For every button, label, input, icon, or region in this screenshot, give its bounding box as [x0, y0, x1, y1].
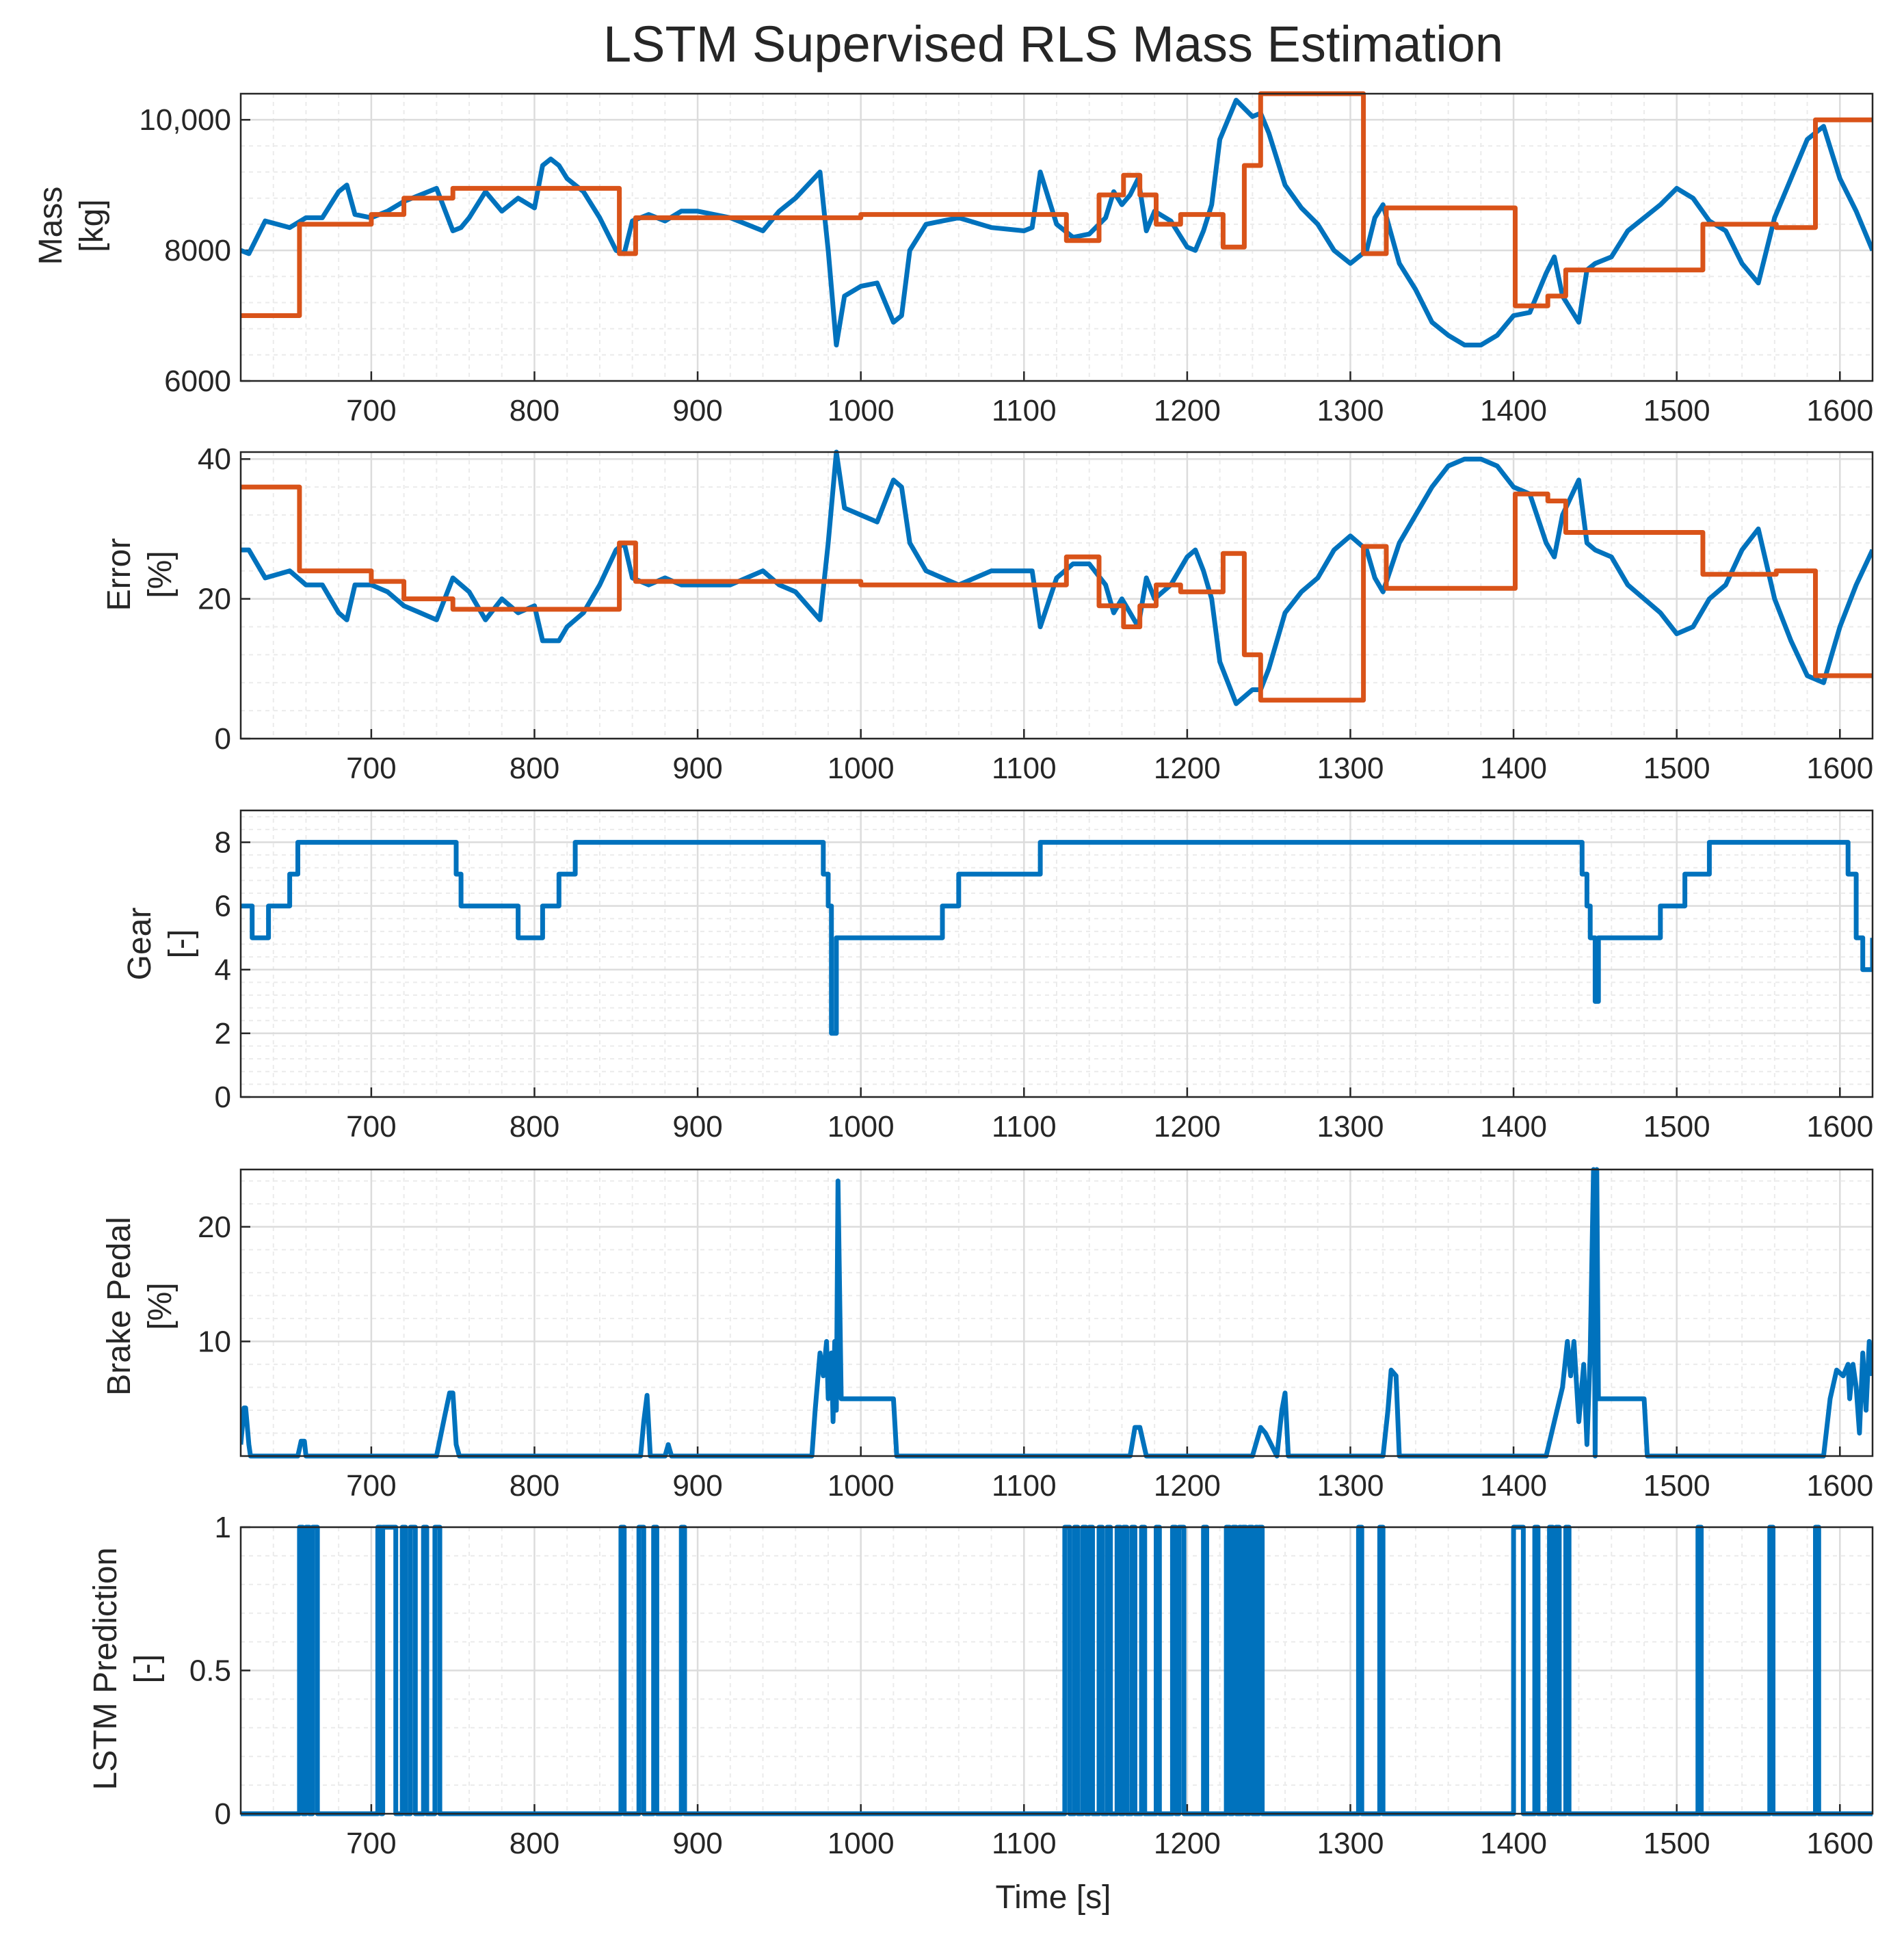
gear-x-tick-label: 1300 [1317, 1110, 1384, 1144]
mass-x-tick-label: 700 [346, 394, 396, 427]
subplot-brake: 700 800 900 1000 1100 1200 1300 1400 1500 1600 10 2… [101, 1167, 1874, 1503]
lstm-x-tick-label: 1300 [1317, 1827, 1384, 1860]
mass-x-tick-label: 1500 [1643, 394, 1710, 427]
brake-x-tick-label: 900 [672, 1469, 722, 1503]
brake-x-tick-label: 1400 [1480, 1469, 1547, 1503]
error-y-tick-label: 40 [198, 442, 231, 476]
subplot-mass: 700 800 900 1000 1100 1200 1300 1400 1500 1600 600… [33, 91, 1874, 427]
error-y-tick-label: 0 [215, 722, 231, 756]
mass-y-tick-label: 10,000 [139, 103, 231, 137]
mass-y-tick-label: 8000 [164, 234, 231, 267]
error-ylabel-line2: [%] [142, 551, 178, 598]
lstm-y-tick-label: 1 [215, 1511, 231, 1544]
gear-plot-layer: 700 800 900 1000 1100 1200 1300 1400 1500 1600 0 2 4… [215, 809, 1874, 1144]
gear-x-tick-label: 1400 [1480, 1110, 1547, 1144]
lstm-x-tick-label: 1400 [1480, 1827, 1547, 1860]
lstm-y-tick-label: 0.5 [189, 1654, 231, 1688]
mass-x-tick-label: 1300 [1317, 394, 1384, 427]
error-x-tick-label: 1500 [1643, 752, 1710, 785]
error-plot-layer: 700 800 900 1000 1100 1200 1300 1400 1500 1600 0 20… [198, 442, 1874, 785]
lstm-ylabel-line2: [-] [129, 1654, 165, 1684]
error-axes-box [239, 451, 1874, 740]
mass-x-tick-label: 800 [510, 394, 559, 427]
brake-x-tick-label: 1500 [1643, 1469, 1710, 1503]
gear-y-tick-label: 4 [215, 953, 231, 987]
error-x-tick-label: 700 [346, 752, 396, 785]
subplot-gear: 700 800 900 1000 1100 1200 1300 1400 1500 1600 0 2 4… [122, 809, 1874, 1144]
lstm-x-tick-label: 1000 [828, 1827, 895, 1860]
error-x-tick-label: 800 [510, 752, 559, 785]
brake-y-tick-label: 10 [198, 1325, 231, 1358]
error-y-tick-label: 20 [198, 583, 231, 616]
error-x-tick-label: 1600 [1806, 752, 1873, 785]
lstm-y-tick-label: 0 [215, 1797, 231, 1831]
mass-axes-box [239, 92, 1874, 382]
lstm-x-tick-label: 1200 [1154, 1827, 1221, 1860]
lstm-x-tick-label: 700 [346, 1827, 396, 1860]
error-x-tick-label: 1300 [1317, 752, 1384, 785]
brake-y-tick-label: 20 [198, 1211, 231, 1244]
mass-series-1-line [241, 91, 1873, 318]
brake-x-tick-label: 700 [346, 1469, 396, 1503]
gear-x-tick-label: 1600 [1806, 1110, 1873, 1144]
error-series-0-line [241, 449, 1873, 706]
lstm-x-tick-label: 1500 [1643, 1827, 1710, 1860]
brake-plot-layer: 700 800 900 1000 1100 1200 1300 1400 1500 1600 10 2… [198, 1167, 1874, 1503]
gear-y-tick-label: 8 [215, 826, 231, 860]
lstm-plot-layer: 700 800 900 1000 1100 1200 1300 1400 1500 1600 0 0.… [189, 1511, 1874, 1860]
lstm-x-tick-label: 1100 [992, 1827, 1057, 1860]
brake-ylabel-line2: [%] [142, 1282, 178, 1330]
error-series-1-line [241, 484, 1873, 703]
mass-x-tick-label: 1200 [1154, 394, 1221, 427]
x-axis-label: Time [s] [996, 1879, 1111, 1916]
mass-x-tick-label: 900 [672, 394, 722, 427]
gear-y-tick-label: 2 [215, 1017, 231, 1050]
mass-x-tick-label: 1400 [1480, 394, 1547, 427]
mass-ylabel-line1: Mass [33, 187, 69, 265]
lstm-x-tick-label: 800 [510, 1827, 559, 1860]
lstm-x-tick-label: 1600 [1806, 1827, 1873, 1860]
subplot-lstm: 700 800 900 1000 1100 1200 1300 1400 1500 1600 0 0.… [88, 1511, 1874, 1860]
error-x-tick-label: 1100 [992, 752, 1057, 785]
gear-y-tick-label: 6 [215, 890, 231, 923]
gear-x-tick-label: 1100 [992, 1110, 1057, 1144]
brake-x-tick-label: 1100 [992, 1469, 1057, 1503]
mass-x-tick-label: 1000 [828, 394, 895, 427]
gear-x-tick-label: 900 [672, 1110, 722, 1144]
gear-x-tick-label: 1000 [828, 1110, 895, 1144]
brake-x-tick-label: 800 [510, 1469, 559, 1503]
gear-ylabel-line1: Gear [122, 908, 158, 981]
error-x-tick-label: 1200 [1154, 752, 1221, 785]
chart-title: LSTM Supervised RLS Mass Estimation [603, 16, 1503, 72]
error-x-tick-label: 1400 [1480, 752, 1547, 785]
lstm-axes-box [239, 1526, 1874, 1815]
brake-x-tick-label: 1300 [1317, 1469, 1384, 1503]
brake-ylabel-line1: Brake Pedal [101, 1217, 137, 1396]
gear-x-tick-label: 1200 [1154, 1110, 1221, 1144]
error-x-tick-label: 900 [672, 752, 722, 785]
mass-ylabel-line2: [kg] [74, 199, 110, 252]
gear-series-0-line [241, 840, 1873, 1036]
error-x-tick-label: 1000 [828, 752, 895, 785]
brake-x-tick-label: 1000 [828, 1469, 895, 1503]
error-ylabel-line1: Error [101, 538, 137, 611]
brake-x-tick-label: 1200 [1154, 1469, 1221, 1503]
mass-plot-layer: 700 800 900 1000 1100 1200 1300 1400 1500 1600 600… [139, 91, 1874, 427]
lstm-x-tick-label: 900 [672, 1827, 722, 1860]
gear-y-tick-label: 0 [215, 1081, 231, 1114]
mass-x-tick-label: 1100 [992, 394, 1057, 427]
subplot-error: 700 800 900 1000 1100 1200 1300 1400 1500 1600 0 20… [101, 442, 1874, 785]
gear-x-tick-label: 1500 [1643, 1110, 1710, 1144]
brake-x-tick-label: 1600 [1806, 1469, 1873, 1503]
mass-y-tick-label: 6000 [164, 365, 231, 398]
brake-axes-box [239, 1168, 1874, 1457]
gear-x-tick-label: 700 [346, 1110, 396, 1144]
lstm-ylabel-line1: LSTM Prediction [88, 1548, 124, 1790]
mass-x-tick-label: 1600 [1806, 394, 1873, 427]
gear-axes-box [239, 809, 1874, 1098]
gear-ylabel-line2: [-] [163, 929, 199, 959]
gear-x-tick-label: 800 [510, 1110, 559, 1144]
